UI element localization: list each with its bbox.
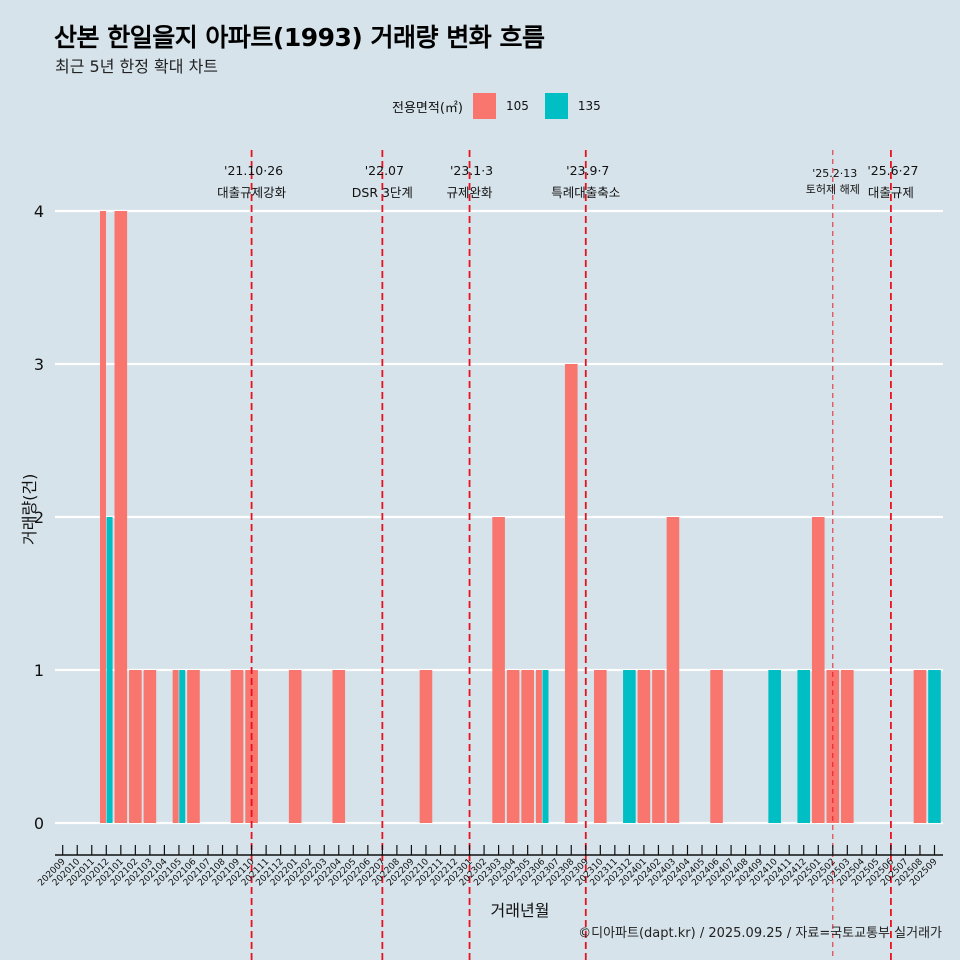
- event-label: 규제완화: [447, 185, 494, 200]
- event-date: '21.10·26: [224, 163, 283, 178]
- bar-105-202503: [841, 670, 854, 823]
- bar-105-202210: [419, 670, 433, 823]
- bar-105-202204: [332, 670, 346, 823]
- event-label: 대출규제: [868, 185, 914, 200]
- bar-135-202105: [179, 670, 186, 823]
- legend-swatch-135: [544, 93, 568, 119]
- event-label: 대출규제강화: [217, 185, 287, 200]
- y-axis-title: 거래량(건): [20, 473, 39, 545]
- bar-105-202402: [652, 670, 665, 823]
- y-tick-label: 2: [34, 508, 44, 527]
- bar-105-202308: [564, 364, 578, 823]
- bar-135-202012: [106, 517, 113, 823]
- bar-105-202103: [143, 670, 157, 823]
- bar-135-202306: [542, 670, 549, 823]
- bar-105-202303: [492, 517, 505, 823]
- bar-105-202109: [230, 670, 244, 823]
- event-date: '25.2·13: [812, 167, 857, 180]
- event-label: 토허제 해제: [806, 182, 860, 196]
- bar-135-202410: [768, 670, 781, 823]
- y-tick-label: 0: [34, 814, 44, 833]
- bar-105-202406: [710, 670, 723, 823]
- bar-105-202403: [666, 517, 680, 823]
- legend-label-105: 105: [505, 99, 529, 113]
- bar-105-202501: [811, 517, 825, 823]
- bar-105-202106: [187, 670, 200, 823]
- bar-135-202509: [928, 670, 941, 823]
- bar-105-202201: [288, 670, 302, 823]
- bar-105-202102: [129, 670, 142, 823]
- bar-105-202305: [521, 670, 534, 823]
- event-label: DSR 3단계: [352, 185, 413, 200]
- legend-title: 전용면적(㎡): [392, 100, 463, 116]
- event-label: 특례대출축소: [551, 185, 620, 200]
- bar-105-202304: [506, 670, 520, 823]
- legend-swatch-105: [472, 93, 496, 119]
- event-date: '22.07: [365, 163, 404, 178]
- legend: 전용면적(㎡) 105 135: [392, 93, 617, 119]
- x-axis-title: 거래년월: [490, 901, 550, 920]
- y-tick-label: 3: [34, 355, 44, 374]
- legend-label-135: 135: [577, 99, 601, 113]
- bar-135-202412: [797, 670, 811, 823]
- bar-105-202401: [637, 670, 651, 823]
- bar-105-202105: [172, 670, 179, 823]
- event-date: '25.6·27: [867, 163, 918, 178]
- chart-title: 산본 한일을지 아파트(1993) 거래량 변화 흐름: [54, 23, 545, 52]
- chart-subtitle: 최근 5년 한정 확대 차트: [55, 57, 219, 76]
- y-tick-label: 4: [34, 202, 44, 221]
- y-tick-label: 1: [34, 661, 44, 680]
- bar-105-202101: [114, 211, 128, 823]
- bar-135-202312: [623, 670, 636, 823]
- bar-105-202012: [99, 211, 106, 823]
- bar-105-202310: [594, 670, 607, 823]
- event-date: '23.9·7: [566, 163, 609, 178]
- bar-105-202306: [535, 670, 542, 823]
- event-date: '23.1·3: [450, 163, 493, 178]
- source-footer: ©디아파트(dapt.kr) / 2025.09.25 / 자료=국토교통부 실…: [578, 926, 942, 941]
- bar-105-202508: [913, 670, 927, 823]
